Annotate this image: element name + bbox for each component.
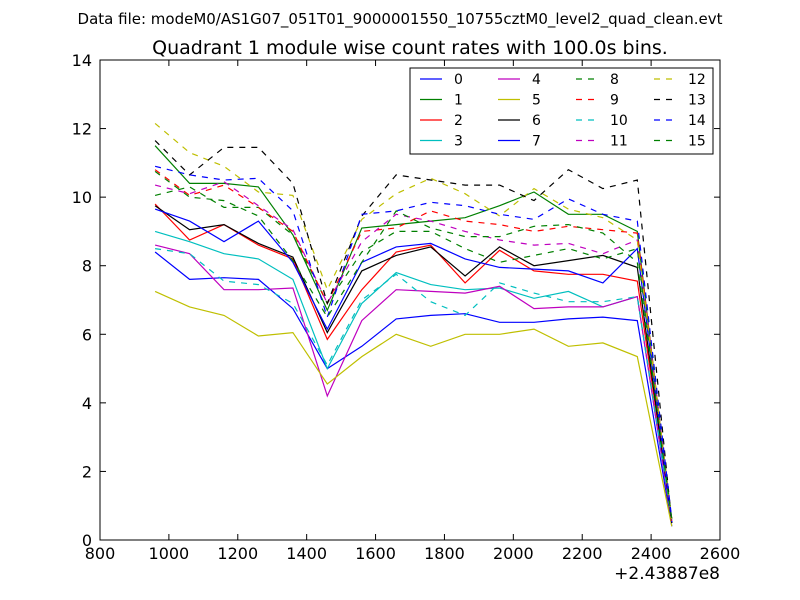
x-tick-label: 2000 xyxy=(493,544,534,563)
x-tick-label: 1000 xyxy=(149,544,190,563)
y-tick-label: 10 xyxy=(72,188,92,207)
legend-label-11: 11 xyxy=(610,134,628,150)
series-line-12 xyxy=(154,122,673,520)
series-line-4 xyxy=(154,244,673,523)
legend-label-2: 2 xyxy=(454,113,463,129)
y-tick-label: 8 xyxy=(82,257,92,276)
plot-frame xyxy=(99,59,721,541)
axes-ticks: 800 1000 1200 1400 1600 1800 2000 2200 2400 2600 0… xyxy=(72,51,741,563)
series-line-9 xyxy=(154,169,673,523)
legend-box xyxy=(409,67,714,155)
series-line-0 xyxy=(154,251,673,527)
legend-label-4: 4 xyxy=(532,72,541,88)
series-line-15 xyxy=(154,170,673,520)
series-line-11 xyxy=(154,181,673,520)
legend-label-5: 5 xyxy=(532,93,541,109)
x-offset-label: +2.43887e8 xyxy=(614,564,720,584)
legend-label-9: 9 xyxy=(610,93,619,109)
y-tick-label: 0 xyxy=(82,531,92,550)
x-tick-label: 1800 xyxy=(424,544,465,563)
series-line-5 xyxy=(154,290,673,527)
legend-label-10: 10 xyxy=(610,113,628,129)
x-tick-label: 1600 xyxy=(355,544,396,563)
legend-label-1: 1 xyxy=(454,93,463,109)
y-tick-label: 2 xyxy=(82,462,92,481)
page-title: Data file: modeM0/AS1G07_051T01_90000015… xyxy=(78,10,723,29)
series-line-2 xyxy=(154,203,673,520)
x-tick-label: 2600 xyxy=(700,544,741,563)
y-tick-label: 14 xyxy=(72,51,92,70)
legend-label-15: 15 xyxy=(688,134,706,150)
legend-label-8: 8 xyxy=(610,72,619,88)
legend-label-6: 6 xyxy=(532,113,541,129)
plot-area xyxy=(154,122,673,527)
series-line-8 xyxy=(154,186,673,520)
x-tick-label: 800 xyxy=(85,544,116,563)
legend-label-7: 7 xyxy=(532,134,541,150)
series-line-10 xyxy=(155,248,673,520)
x-tick-label: 2400 xyxy=(631,544,672,563)
legend-label-14: 14 xyxy=(688,113,706,129)
series-line-14 xyxy=(154,165,673,520)
series-line-3 xyxy=(154,230,673,523)
x-tick-label: 1200 xyxy=(217,544,258,563)
x-tick-label: 2200 xyxy=(562,544,603,563)
legend-label-13: 13 xyxy=(688,93,706,109)
series-line-6 xyxy=(154,205,673,523)
y-tick-label: 6 xyxy=(82,325,92,344)
legend-label-12: 12 xyxy=(688,72,706,88)
series-line-1 xyxy=(154,145,673,523)
y-tick-label: 12 xyxy=(72,120,92,139)
series-line-13 xyxy=(154,140,673,523)
y-tick-label: 4 xyxy=(82,394,92,413)
chart-title: Quadrant 1 module wise count rates with … xyxy=(152,37,668,59)
series-line-7 xyxy=(154,208,673,523)
legend-label-3: 3 xyxy=(454,134,463,150)
x-tick-label: 1400 xyxy=(286,544,327,563)
legend-label-0: 0 xyxy=(454,72,463,88)
